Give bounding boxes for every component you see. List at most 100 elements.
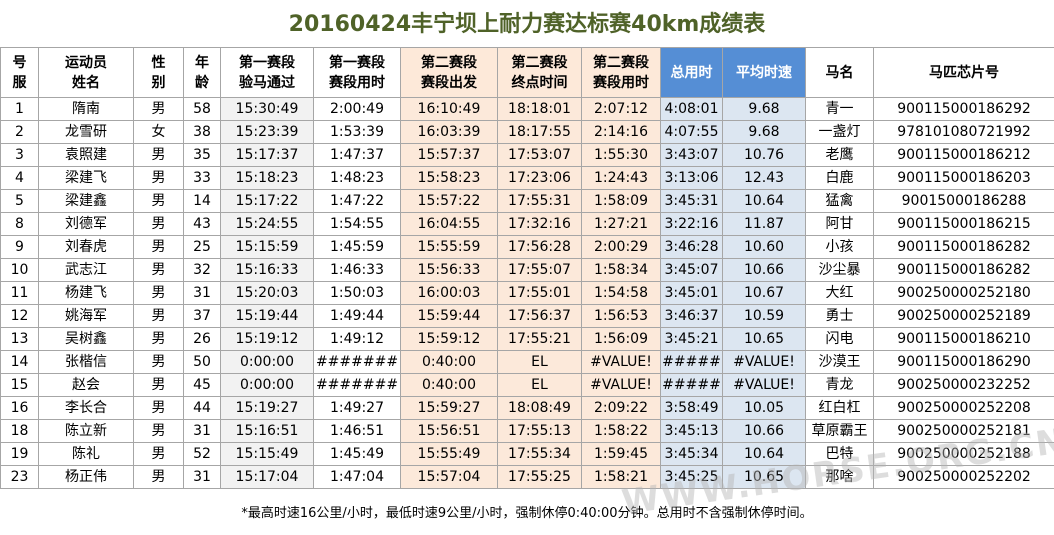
cell: 25	[183, 235, 221, 259]
header-row: 号服运动员 姓名性别年龄第一赛段 验马通过 第一赛段 赛段用时 第二赛段 赛段出发 第二赛段终…	[0, 47, 1054, 98]
data-row: 1 隋南男 58 15:30:49 2:00:49 16:10:49 18:18:01 2:0…	[0, 97, 1054, 121]
cell: 15:59:12	[400, 327, 498, 351]
header-text: 性	[151, 54, 166, 71]
cell: 1:27:21	[581, 212, 661, 236]
cell: 58	[183, 97, 221, 121]
cell: 10.66	[722, 419, 806, 443]
cell: 1:49:12	[313, 327, 401, 351]
cell: 吴树鑫	[38, 327, 134, 351]
header-cell: 年龄	[183, 47, 221, 98]
header-cell: 平均时速	[722, 47, 806, 98]
cell: 17:23:06	[497, 166, 582, 190]
header-cell: 第一赛段 赛段用时	[313, 47, 401, 98]
cell: 17:55:13	[497, 419, 582, 443]
cell: 15:57:37	[400, 143, 498, 167]
cell: 15:56:33	[400, 258, 498, 282]
data-row: 16 李长合男 44 15:19:27 1:49:27 15:59:27 18:08:49 2…	[0, 396, 1054, 420]
cell: 15:17:22	[220, 189, 314, 213]
cell: 13	[0, 327, 39, 351]
header-text: 总用时	[670, 64, 713, 81]
cell: 男	[133, 442, 184, 466]
header-cell: 号服	[0, 47, 39, 98]
cell: 15:16:51	[220, 419, 314, 443]
cell: 1:53:39	[313, 120, 401, 144]
cell: 17:55:01	[497, 281, 582, 305]
cell: 900250000232252	[873, 373, 1054, 397]
header-text: 年	[195, 54, 209, 71]
cell: 阿甘	[805, 212, 874, 236]
cell: 900250000252188	[873, 442, 1054, 466]
cell: 38	[183, 120, 221, 144]
cell: 17:55:07	[497, 258, 582, 282]
cell: 1:50:03	[313, 281, 401, 305]
data-row: 12 姚海军男 37 15:19:44 1:49:44 15:59:44 17:56:37 1…	[0, 304, 1054, 328]
cell: 10.64	[722, 189, 806, 213]
cell: 龙雪研	[38, 120, 134, 144]
cell: 2	[0, 120, 39, 144]
data-row: 2 龙雪研女 38 15:23:39 1:53:39 16:03:39 18:17:55 2:…	[0, 120, 1054, 144]
cell: 刘德军	[38, 212, 134, 236]
cell: 15	[0, 373, 39, 397]
cell: #VALUE!	[722, 350, 806, 374]
cell: 闪电	[805, 327, 874, 351]
cell: 勇士	[805, 304, 874, 328]
cell: 17:56:28	[497, 235, 582, 259]
cell: 9.68	[722, 97, 806, 121]
cell: 2:09:22	[581, 396, 661, 420]
cell: 16:03:39	[400, 120, 498, 144]
cell: 15:30:49	[220, 97, 314, 121]
cell: 31	[183, 465, 221, 489]
cell: 那啥	[805, 465, 874, 489]
header-text: 服	[12, 74, 27, 91]
cell: 18:17:55	[497, 120, 582, 144]
cell: 1:56:09	[581, 327, 661, 351]
cell: 1:59:45	[581, 442, 661, 466]
cell: 15:19:12	[220, 327, 314, 351]
cell: 15:15:59	[220, 235, 314, 259]
cell: 16	[0, 396, 39, 420]
cell: 900250000252180	[873, 281, 1054, 305]
cell: 1:49:27	[313, 396, 401, 420]
cell: 梁建鑫	[38, 189, 134, 213]
cell: 1:46:51	[313, 419, 401, 443]
cell: 1:49:44	[313, 304, 401, 328]
cell: 10.59	[722, 304, 806, 328]
cell: 31	[183, 281, 221, 305]
cell: 3:46:28	[660, 235, 723, 259]
cell: 31	[183, 419, 221, 443]
data-row: 19 陈礼男 52 15:15:49 1:45:49 15:55:49 17:55:34 1:…	[0, 442, 1054, 466]
cell: 0:40:00	[400, 373, 498, 397]
cell: 2:07:12	[581, 97, 661, 121]
cell: 900115000186210	[873, 327, 1054, 351]
header-text: 马匹芯片号	[929, 64, 999, 81]
data-row: 8 刘德军男 43 15:24:55 1:54:55 16:04:55 17:32:16 1:…	[0, 212, 1054, 236]
cell: 35	[183, 143, 221, 167]
cell: 900115000186292	[873, 97, 1054, 121]
data-row: 18 陈立新男 31 15:16:51 1:46:51 15:56:51 17:55:13 1…	[0, 419, 1054, 443]
cell: 12	[0, 304, 39, 328]
cell: 900115000186203	[873, 166, 1054, 190]
cell: 4:07:55	[660, 120, 723, 144]
header-cell: 性别	[133, 47, 184, 98]
cell: 陈立新	[38, 419, 134, 443]
header-text: 第一赛段	[329, 54, 385, 71]
cell: 14	[183, 189, 221, 213]
cell: 猛禽	[805, 189, 874, 213]
cell: 15:17:04	[220, 465, 314, 489]
data-row: 23 杨正伟男 31 15:17:04 1:47:04 15:57:04 17:55:25 1…	[0, 465, 1054, 489]
cell: 18:18:01	[497, 97, 582, 121]
cell: 3:45:21	[660, 327, 723, 351]
header-cell: 第二赛段 赛段用时	[581, 47, 661, 98]
cell: 青龙	[805, 373, 874, 397]
cell: 一盏灯	[805, 120, 874, 144]
header-cell: 运动员 姓名	[38, 47, 134, 98]
data-row: 14 张楷信男 50 0:00:00 ####### 0:40:00 EL #VALUE! ##…	[0, 350, 1054, 374]
cell: 1	[0, 97, 39, 121]
header-cell: 马匹芯片号	[873, 47, 1054, 98]
data-row: 11 杨建飞男 31 15:20:03 1:50:03 16:00:03 17:55:01 1…	[0, 281, 1054, 305]
data-row: 4 梁建飞男 33 15:18:23 1:48:23 15:58:23 17:23:06 1:…	[0, 166, 1054, 190]
cell: 1:45:49	[313, 442, 401, 466]
cell: 3	[0, 143, 39, 167]
cell: 0:40:00	[400, 350, 498, 374]
data-row: 15 赵会男 45 0:00:00 ####### 0:40:00 EL #VALUE! ###…	[0, 373, 1054, 397]
